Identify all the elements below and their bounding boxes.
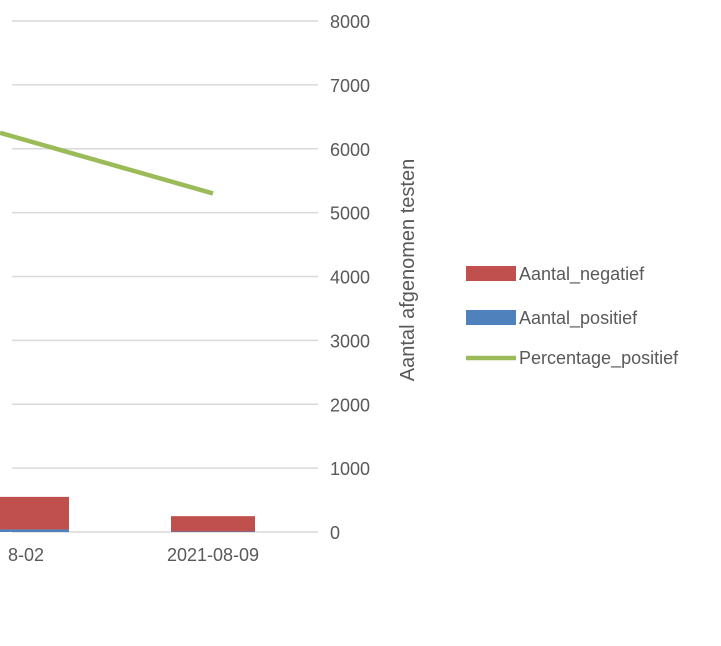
y-tick-label-0: 0 bbox=[330, 523, 340, 543]
legend-swatch-Aantal_positief bbox=[466, 310, 516, 325]
legend-label-Percentage_positief: Percentage_positief bbox=[519, 348, 679, 369]
legend-label-Aantal_positief: Aantal_positief bbox=[519, 308, 638, 329]
y-tick-label-3000: 3000 bbox=[330, 331, 370, 351]
legend-swatch-Aantal_negatief bbox=[466, 266, 516, 281]
y-axis-title: Aantal afgenomen testen bbox=[397, 159, 419, 381]
bar-positief-2021-08-02 bbox=[0, 529, 69, 532]
line-percentage-positief bbox=[0, 130, 214, 196]
y-tick-label-7000: 7000 bbox=[330, 76, 370, 96]
legend-label-Aantal_negatief: Aantal_negatief bbox=[519, 264, 645, 285]
x-tick-label-0: 8-02 bbox=[8, 545, 44, 565]
y-tick-label-1000: 1000 bbox=[330, 459, 370, 479]
bar-negatief-2021-08-02 bbox=[0, 496, 69, 530]
bar-negatief-2021-08-09 bbox=[171, 516, 255, 532]
x-tick-label-1: 2021-08-09 bbox=[167, 545, 259, 565]
bar-positief-2021-08-09 bbox=[171, 531, 255, 532]
y-tick-label-4000: 4000 bbox=[330, 268, 370, 288]
y-tick-label-6000: 6000 bbox=[330, 140, 370, 160]
y-tick-label-2000: 2000 bbox=[330, 395, 370, 415]
y-tick-label-5000: 5000 bbox=[330, 204, 370, 224]
gridlines bbox=[12, 20, 318, 533]
axis-labels: 0 1000 2000 3000 4000 5000 6000 7000 8000 8-02 202… bbox=[8, 12, 370, 565]
bars bbox=[0, 496, 255, 532]
legend: Aantal_negatief Aantal_positief Percentage… bbox=[466, 264, 679, 369]
lines bbox=[0, 130, 214, 196]
y-tick-label-8000: 8000 bbox=[330, 12, 370, 32]
